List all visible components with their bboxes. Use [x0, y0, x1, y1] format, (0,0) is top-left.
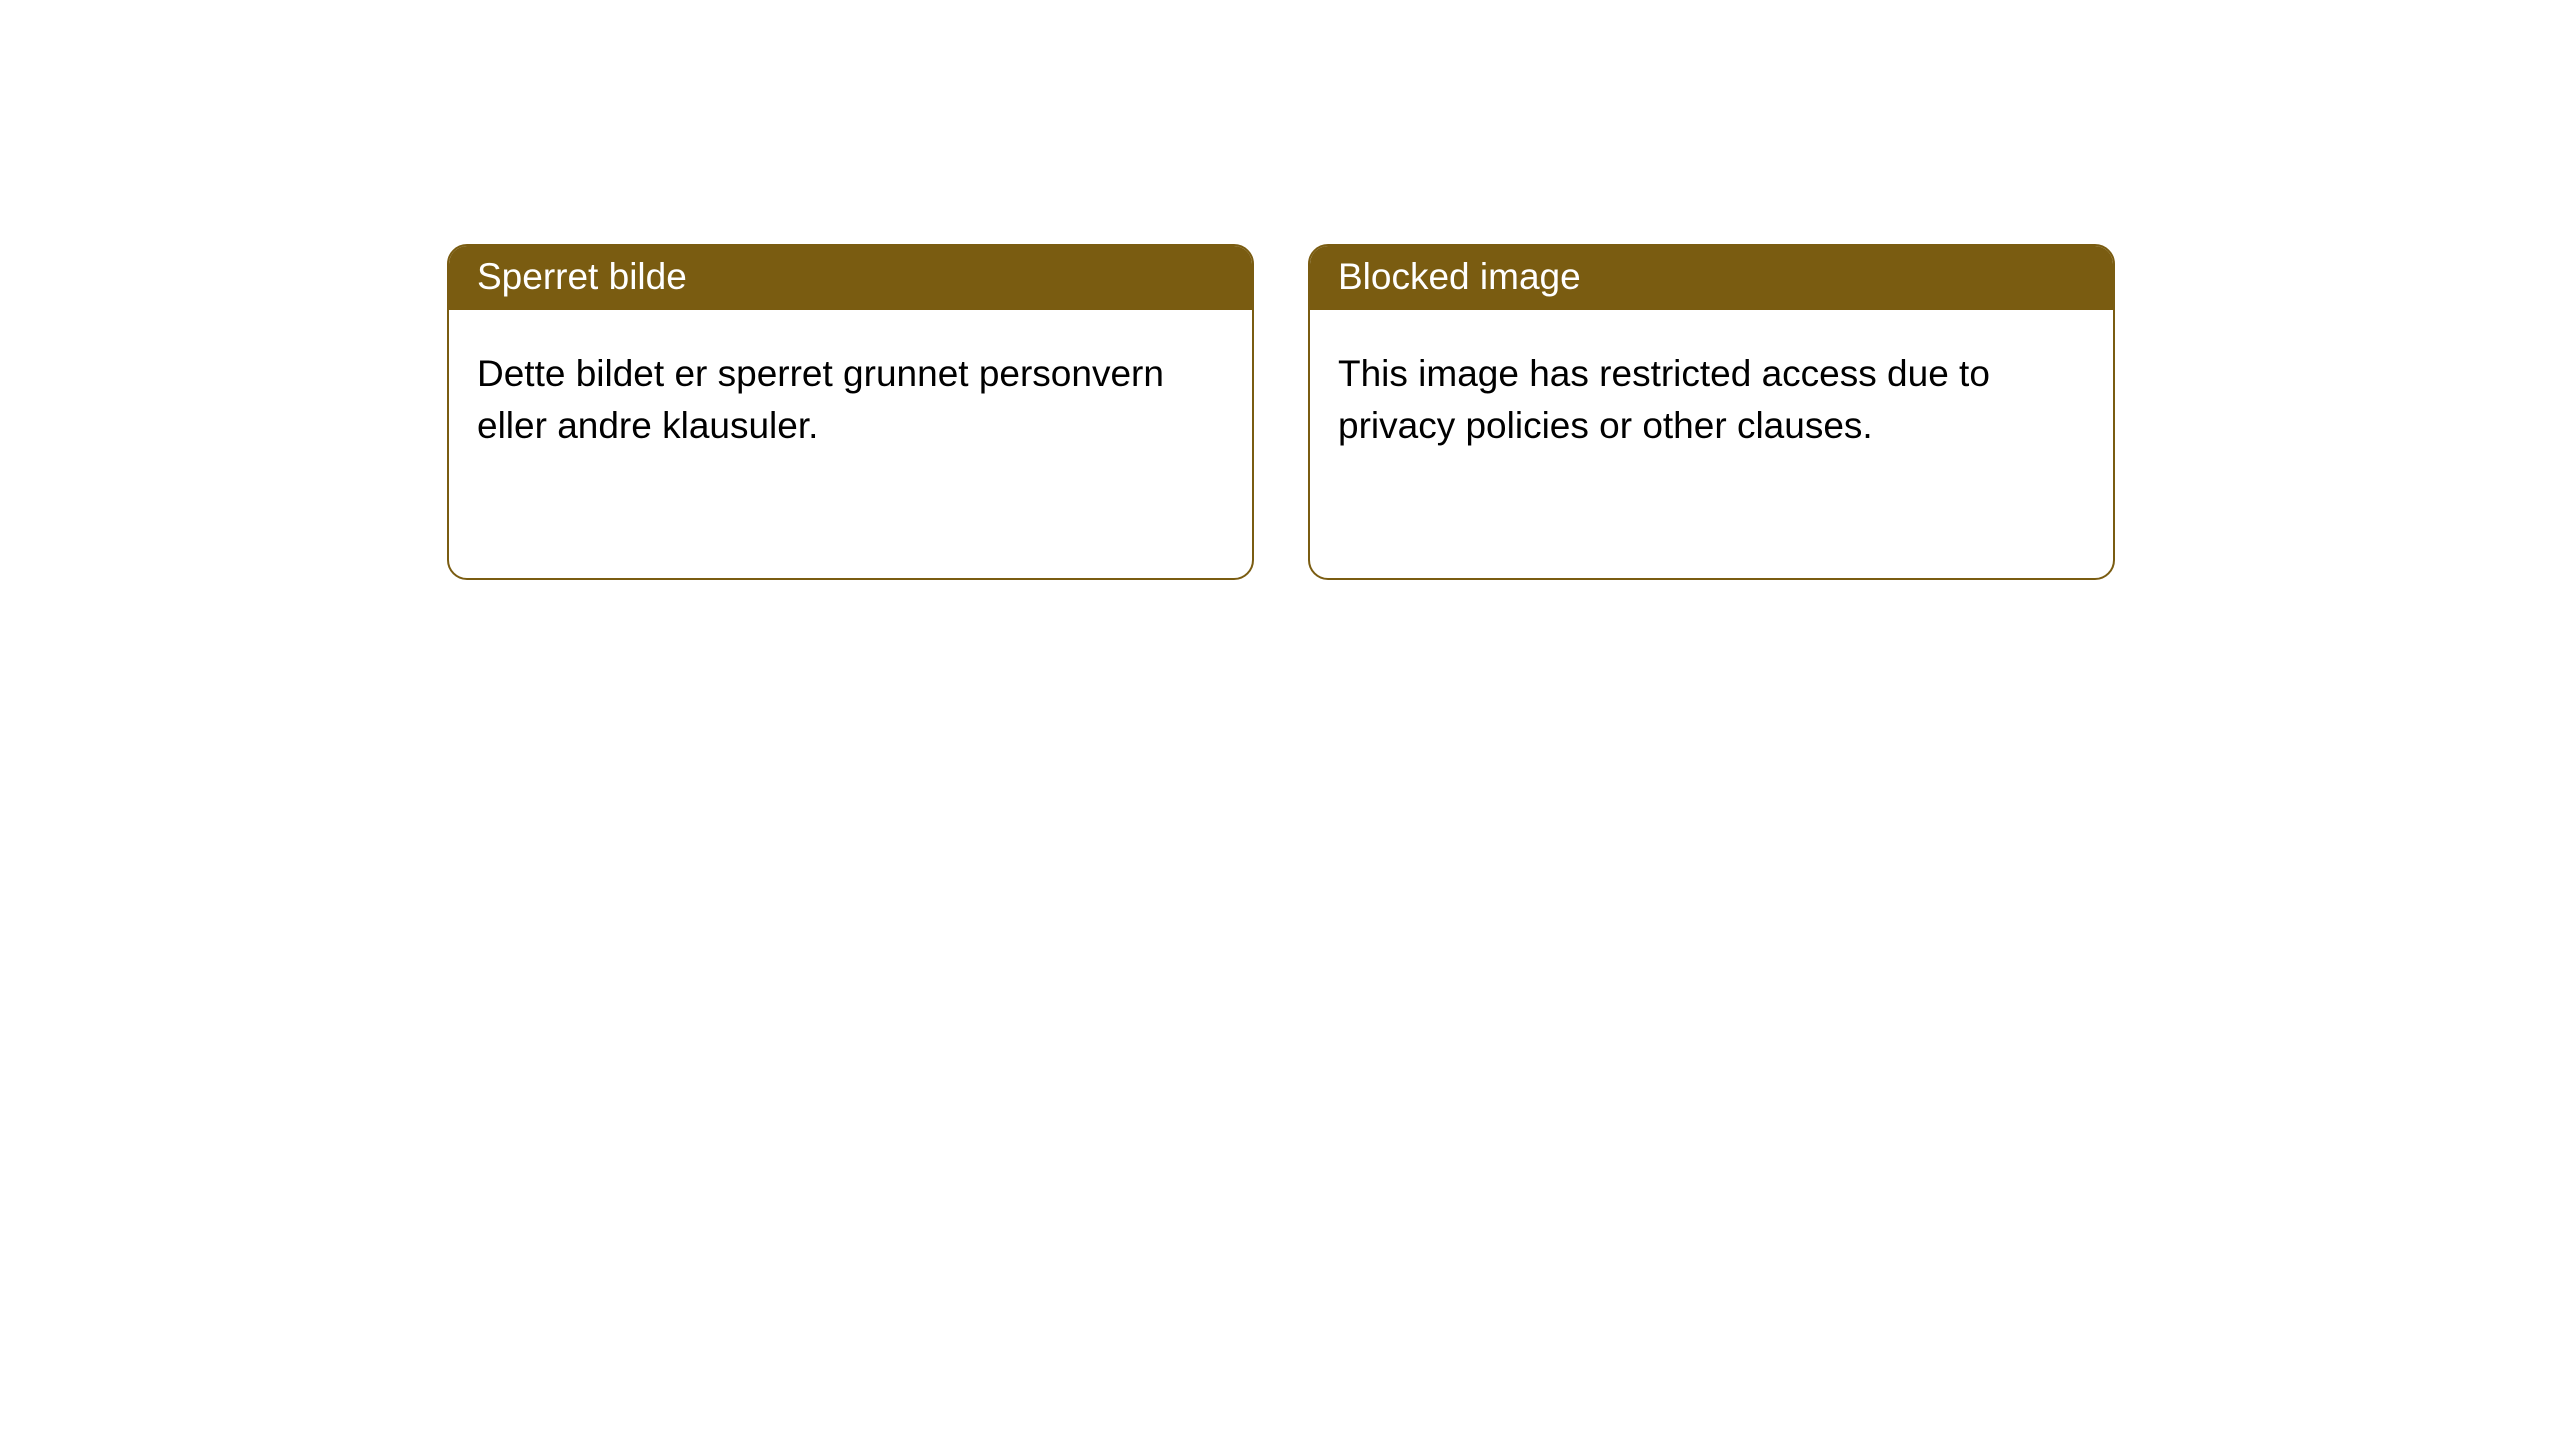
notice-body: Dette bildet er sperret grunnet personve…: [449, 310, 1252, 490]
notice-card-no: Sperret bilde Dette bildet er sperret gr…: [447, 244, 1254, 580]
notice-body: This image has restricted access due to …: [1310, 310, 2113, 490]
notice-card-en: Blocked image This image has restricted …: [1308, 244, 2115, 580]
notice-container: Sperret bilde Dette bildet er sperret gr…: [0, 0, 2560, 580]
notice-title: Blocked image: [1310, 246, 2113, 310]
notice-title: Sperret bilde: [449, 246, 1252, 310]
